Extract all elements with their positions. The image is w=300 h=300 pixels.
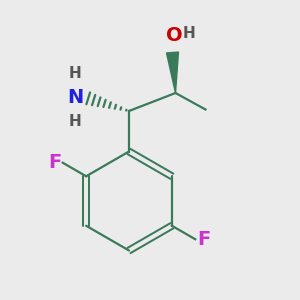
Text: O: O: [166, 26, 182, 45]
Text: H: H: [183, 26, 195, 40]
Text: H: H: [69, 66, 81, 81]
Text: H: H: [69, 114, 81, 129]
Text: F: F: [197, 230, 210, 249]
Text: F: F: [48, 153, 61, 172]
Text: N: N: [67, 88, 83, 107]
Polygon shape: [167, 52, 178, 93]
